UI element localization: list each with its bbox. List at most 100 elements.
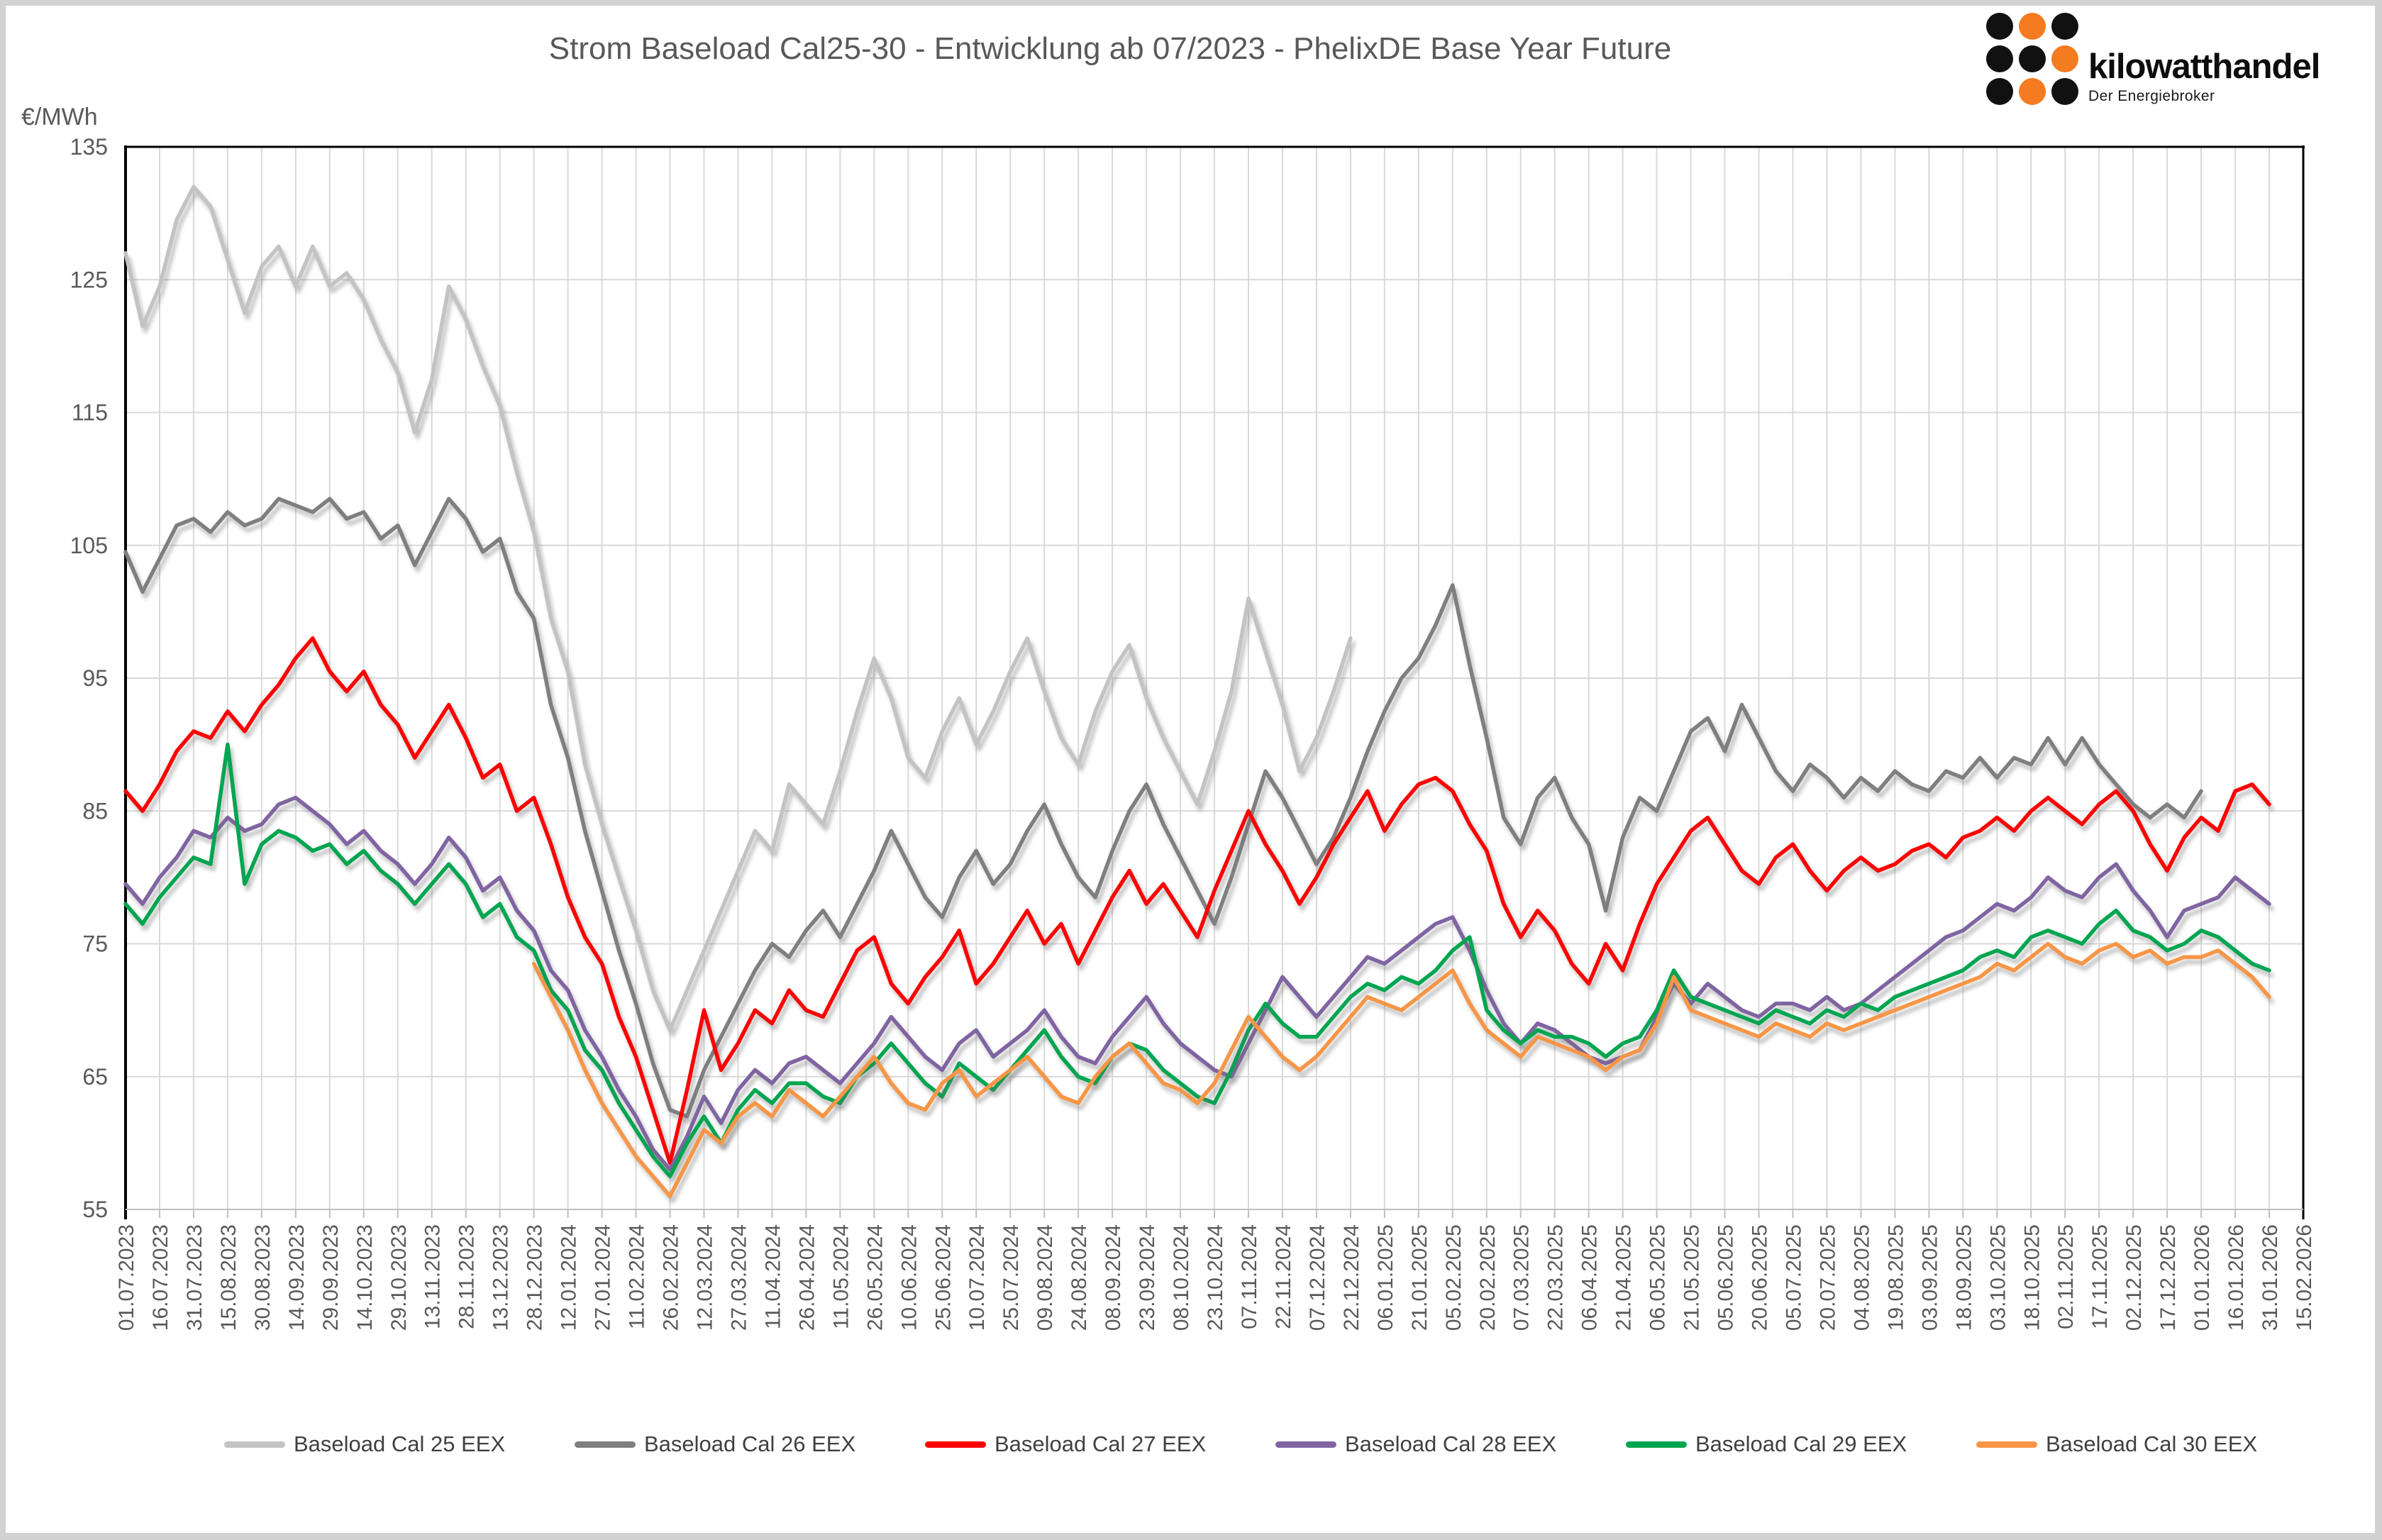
x-tick-label: 28.12.2023	[524, 1224, 547, 1331]
legend-item: Baseload Cal 28 EEX	[1275, 1424, 1556, 1464]
x-tick-label: 22.03.2025	[1544, 1224, 1568, 1331]
logo-dot-icon	[1986, 45, 2013, 72]
x-tick-label: 15.08.2023	[217, 1224, 240, 1331]
logo-dot-icon	[2051, 78, 2078, 105]
y-tick-label: 105	[70, 533, 108, 558]
x-tick-label: 31.01.2026	[2259, 1224, 2282, 1331]
legend-label: Baseload Cal 30 EEX	[2046, 1431, 2258, 1456]
x-tick-label: 02.12.2025	[2122, 1224, 2146, 1331]
kilowatthandel-logo: kilowatthandel Der Energiebroker	[1986, 13, 2320, 105]
legend-item: Baseload Cal 27 EEX	[925, 1424, 1206, 1464]
x-tick-label: 16.07.2023	[149, 1224, 172, 1331]
x-tick-label: 07.11.2024	[1238, 1224, 1261, 1329]
plot-border	[124, 145, 2305, 1219]
x-tick-label: 11.02.2024	[626, 1224, 649, 1329]
x-tick-label: 14.10.2023	[353, 1224, 377, 1331]
x-tick-label: 05.07.2025	[1782, 1224, 1805, 1331]
x-tick-label: 24.08.2024	[1068, 1224, 1091, 1331]
y-tick-label: 85	[82, 798, 108, 824]
x-tick-label: 09.08.2024	[1034, 1224, 1057, 1331]
x-tick-label: 01.01.2026	[2190, 1224, 2214, 1331]
logo-dot-icon	[2019, 45, 2046, 72]
gridlines	[125, 147, 2304, 1218]
legend-label: Baseload Cal 26 EEX	[644, 1431, 856, 1456]
x-tick-label: 26.05.2024	[863, 1224, 887, 1331]
x-tick-label: 25.07.2024	[999, 1224, 1023, 1331]
x-tick-label: 08.10.2024	[1170, 1224, 1193, 1331]
x-tick-label: 01.07.2023	[115, 1224, 138, 1331]
x-tick-label: 08.09.2024	[1102, 1224, 1125, 1331]
logo-dot-icon	[1986, 13, 2013, 40]
x-tick-label: 07.03.2025	[1510, 1224, 1534, 1331]
logo-dot-icon	[2019, 13, 2046, 40]
x-tick-label: 23.10.2024	[1204, 1224, 1227, 1331]
x-tick-label: 29.10.2023	[387, 1224, 411, 1331]
x-axis-labels: 01.07.2023 16.07.2023 31.07.2023 15.08.2023…	[115, 1224, 2316, 1331]
x-tick-label: 15.02.2026	[2293, 1224, 2316, 1331]
y-tick-label: 125	[70, 267, 108, 292]
x-tick-label: 02.11.2025	[2054, 1224, 2078, 1329]
x-tick-label: 06.05.2025	[1646, 1224, 1670, 1331]
x-tick-label: 20.06.2025	[1749, 1224, 1772, 1331]
legend-item: Baseload Cal 29 EEX	[1626, 1424, 1907, 1464]
legend-line-swatch	[224, 1441, 285, 1448]
logo-dot-icon	[2051, 13, 2078, 40]
y-tick-label: 95	[82, 665, 108, 691]
legend-label: Baseload Cal 28 EEX	[1345, 1431, 1557, 1456]
x-tick-label: 05.02.2025	[1442, 1224, 1466, 1331]
x-tick-label: 27.03.2024	[727, 1224, 750, 1331]
legend-line-swatch	[575, 1441, 636, 1448]
logo-text-block: kilowatthandel Der Energiebroker	[2088, 50, 2320, 105]
series-line-cal-25	[123, 184, 1353, 1032]
x-tick-label: 16.01.2026	[2225, 1224, 2248, 1331]
x-tick-label: 13.12.2023	[489, 1224, 513, 1331]
x-tick-label: 31.07.2023	[183, 1224, 206, 1331]
series-line-cal-27	[123, 636, 2271, 1165]
logo-brand-text: kilowatthandel	[2088, 48, 2320, 87]
y-tick-label: 65	[82, 1064, 108, 1090]
chart-canvas	[6, 6, 2375, 1533]
x-tick-label: 17.11.2025	[2088, 1224, 2112, 1329]
series-line-cal-29	[123, 742, 2271, 1178]
x-tick-label: 26.04.2024	[795, 1224, 819, 1331]
x-tick-label: 27.01.2024	[592, 1224, 615, 1331]
x-tick-label: 06.04.2025	[1578, 1224, 1602, 1331]
legend-label: Baseload Cal 27 EEX	[995, 1431, 1207, 1456]
x-tick-label: 18.10.2025	[2020, 1224, 2044, 1331]
series-line-cal-26	[123, 497, 2203, 1119]
x-tick-label: 30.08.2023	[251, 1224, 275, 1331]
legend-item: Baseload Cal 30 EEX	[1976, 1424, 2257, 1464]
x-tick-label: 11.04.2024	[761, 1224, 785, 1329]
x-tick-label: 22.11.2024	[1272, 1224, 1295, 1329]
series-line-cal-28	[123, 795, 2271, 1172]
y-tick-label: 115	[72, 400, 108, 426]
legend-label: Baseload Cal 25 EEX	[294, 1431, 506, 1456]
x-tick-label: 07.12.2024	[1306, 1224, 1329, 1331]
x-tick-label: 18.09.2025	[1952, 1224, 1976, 1331]
y-axis-labels: 135 125 115 105 95 85 75 65 55	[70, 134, 108, 1222]
x-tick-label: 10.06.2024	[897, 1224, 921, 1331]
x-tick-label: 20.02.2025	[1476, 1224, 1500, 1331]
x-tick-label: 26.02.2024	[660, 1224, 683, 1331]
x-tick-label: 12.03.2024	[693, 1224, 716, 1331]
logo-tagline-text: Der Energiebroker	[2088, 88, 2215, 104]
x-tick-label: 05.06.2025	[1715, 1224, 1738, 1331]
x-tick-label: 14.09.2023	[285, 1224, 309, 1331]
chart-title: Strom Baseload Cal25-30 - Entwicklung ab…	[548, 31, 1672, 66]
x-tick-label: 21.05.2025	[1680, 1224, 1704, 1331]
y-tick-label: 135	[70, 134, 108, 160]
legend-line-swatch	[1626, 1441, 1687, 1448]
x-tick-label: 22.12.2024	[1340, 1224, 1363, 1331]
x-tick-label: 17.12.2025	[2156, 1224, 2180, 1331]
logo-dot-icon	[1986, 78, 2013, 105]
logo-dots-icon	[1986, 13, 2078, 105]
x-tick-label: 19.08.2025	[1884, 1224, 1907, 1331]
logo-dot-icon	[2019, 78, 2046, 105]
logo-dot-icon	[2051, 45, 2078, 72]
legend-label: Baseload Cal 29 EEX	[1695, 1431, 1907, 1456]
y-axis-unit-label: €/MWh	[21, 104, 98, 131]
x-tick-label: 03.10.2025	[1986, 1224, 2010, 1331]
x-tick-label: 10.07.2024	[965, 1224, 989, 1331]
